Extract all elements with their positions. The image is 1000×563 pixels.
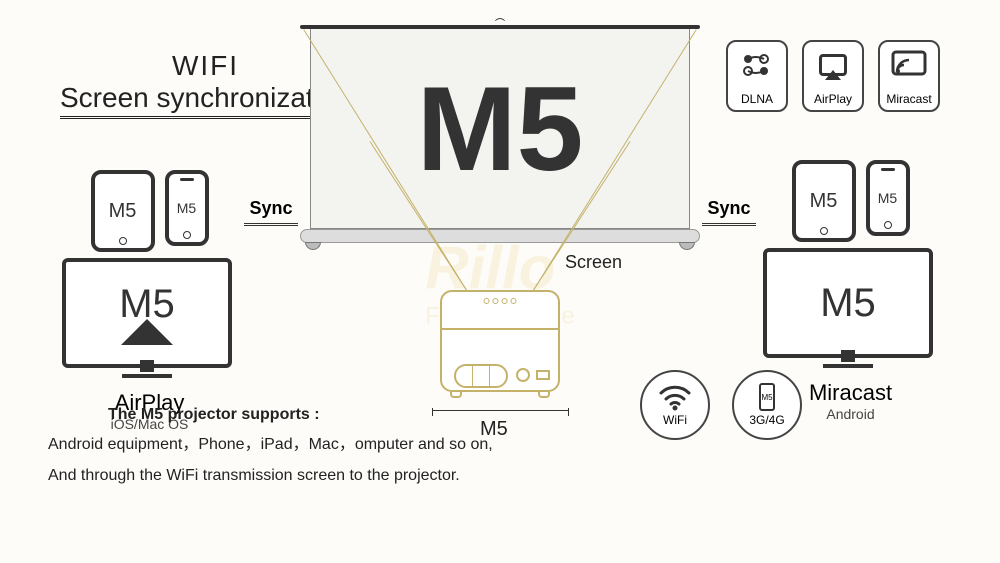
desc-lead: The M5 projector supports : <box>108 400 493 430</box>
android-monitor-text: M5 <box>820 281 876 326</box>
badge-dlna: DLNA <box>726 40 788 112</box>
mac-monitor: M5 <box>62 258 232 368</box>
cell-phone-icon: M5 <box>759 383 775 411</box>
badge-miracast-label: Miracast <box>886 92 931 110</box>
desc-line3: And through the WiFi transmission screen… <box>48 461 493 491</box>
badge-airplay-label: AirPlay <box>814 92 852 110</box>
android-tablet-text: M5 <box>810 190 838 213</box>
sync-right-label: Sync <box>707 198 750 218</box>
badge-dlna-label: DLNA <box>741 92 773 110</box>
wifi-icon <box>657 383 693 411</box>
desc-line2: Android equipment，Phone，iPad，Mac，omputer… <box>48 430 493 460</box>
ipad-device: M5 <box>91 170 155 252</box>
ipad-text: M5 <box>109 200 137 223</box>
cell-label: 3G/4G <box>749 413 784 427</box>
connectivity-icons: WiFi M5 3G/4G <box>640 370 802 440</box>
proj-tick-r <box>568 408 569 416</box>
projector-device <box>440 290 560 392</box>
description-block: The M5 projector supports : Android equi… <box>48 400 493 491</box>
badge-miracast: Miracast <box>878 40 940 112</box>
android-phone: M5 <box>866 160 910 236</box>
cellular-round-icon: M5 3G/4G <box>732 370 802 440</box>
left-device-cluster: M5 M5 M5 AirPlay iOS/Mac OS <box>62 170 237 432</box>
android-tablet: M5 <box>792 160 856 242</box>
dlna-icon <box>728 42 786 88</box>
iphone-device: M5 <box>165 170 209 246</box>
screen-label: Screen <box>565 252 622 273</box>
screen-text: M5 <box>417 60 584 198</box>
sync-left: Sync <box>244 198 298 227</box>
sync-right: Sync <box>702 198 756 227</box>
airplay-triangle-icon <box>121 319 173 345</box>
protocol-badges: DLNA AirPlay Miracast <box>726 40 940 112</box>
airplay-icon <box>804 42 862 88</box>
android-monitor: M5 <box>763 248 933 358</box>
wifi-round-icon: WiFi <box>640 370 710 440</box>
android-phone-text: M5 <box>878 190 897 206</box>
miracast-icon <box>880 42 938 88</box>
iphone-text: M5 <box>177 200 196 216</box>
sync-left-label: Sync <box>249 198 292 218</box>
badge-airplay: AirPlay <box>802 40 864 112</box>
projection-screen: ⌒ M5 <box>300 25 700 243</box>
wifi-label: WiFi <box>663 413 687 427</box>
cell-phone-text: M5 <box>761 393 772 402</box>
